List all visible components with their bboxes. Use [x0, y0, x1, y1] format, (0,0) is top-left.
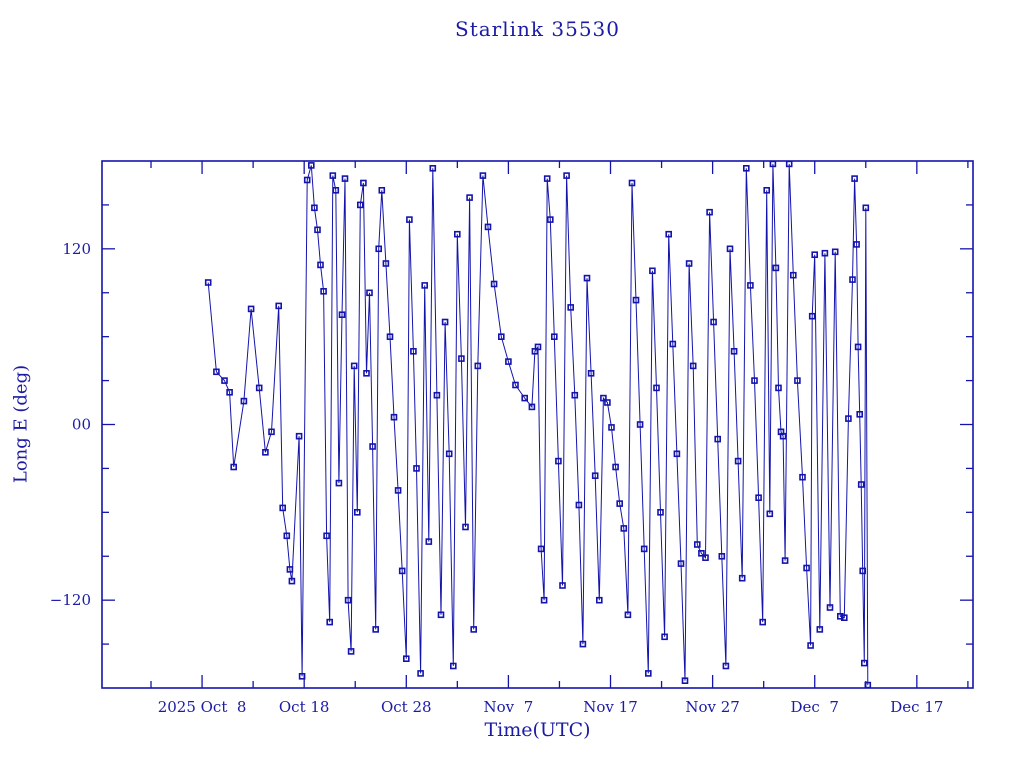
svg-text:Dec 7: Dec 7 [791, 698, 839, 716]
y-axis-ticks [102, 204, 973, 645]
svg-text:Oct 28: Oct 28 [381, 698, 432, 716]
svg-text:Nov 27: Nov 27 [685, 698, 740, 716]
data-series-markers [204, 160, 872, 689]
svg-text:Oct 18: Oct 18 [279, 698, 330, 716]
svg-text:Dec 17: Dec 17 [890, 698, 943, 716]
plot-frame [101, 160, 974, 689]
svg-text:Nov 7: Nov 7 [484, 698, 534, 716]
chart-title: Starlink 35530 [455, 17, 620, 41]
data-series-line [207, 163, 869, 686]
x-axis-title: Time(UTC) [484, 719, 591, 741]
svg-text:Nov 17: Nov 17 [583, 698, 638, 716]
x-axis-tick-labels: 2025 Oct 8 Oct 18 Oct 28 Nov 7 Nov 17 Nov 27 D… [158, 698, 944, 716]
svg-text:−120: −120 [50, 591, 91, 609]
x-axis-ticks [150, 161, 969, 688]
svg-text:2025 Oct 8: 2025 Oct 8 [158, 698, 247, 716]
y-axis-tick-labels: 120 00 −120 [50, 240, 91, 609]
svg-text:00: 00 [72, 416, 91, 434]
svg-text:120: 120 [62, 240, 91, 258]
